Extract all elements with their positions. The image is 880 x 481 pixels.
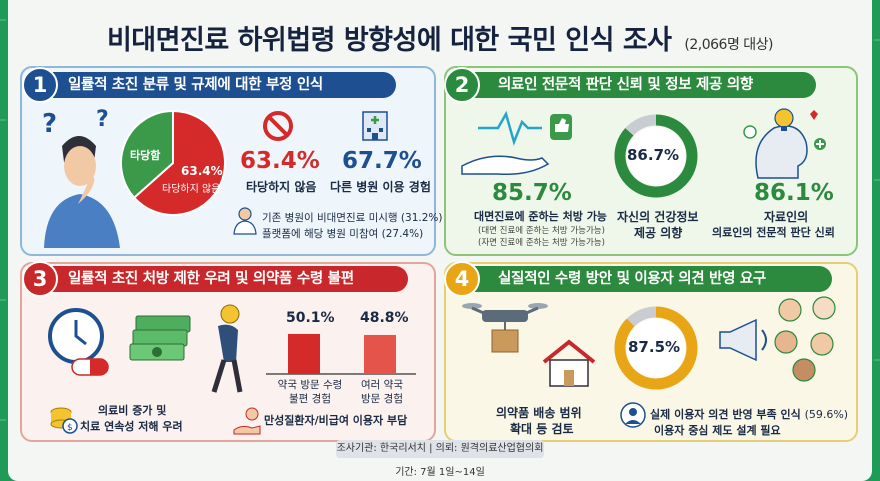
section-3-bar-b-label-2: 방문 경험: [361, 393, 403, 405]
section-2-donut-hole: [626, 126, 686, 186]
users-group-icon: [774, 296, 836, 382]
megaphone-icon: [719, 318, 767, 362]
section-1-stat-b-value: 67.7%: [342, 148, 422, 174]
section-1-number: 1: [22, 67, 58, 103]
section-2-stat-c-value: 86.1%: [754, 180, 834, 206]
section-1-stat-a-value: 63.4%: [240, 148, 320, 174]
section-3-bar-b-label-1: 여러 약국: [361, 379, 403, 391]
section-2-number: 2: [444, 67, 480, 103]
section-4-donut-hole: [626, 318, 686, 378]
coins-icon: $: [50, 407, 78, 434]
section-3-number: 3: [22, 261, 58, 297]
section-2-stat-c-label-2: 의료인의 전문적 판단 신뢰: [712, 226, 835, 239]
section-4-label-1: 의약품 배송 범위: [496, 406, 582, 420]
section-1-heading: 일률적 초진 분류 및 규제에 대한 부정 인식: [26, 72, 396, 98]
section-4-note-1-text: 실제 이용자 의견 반영 부족 인식: [650, 408, 801, 421]
section-1-note-1: 기존 병원이 비대면진료 미시행 (31.2%): [262, 212, 443, 224]
section-3-bar-a-label-1: 약국 방문 수령: [277, 379, 343, 391]
hand-heartbeat-icon: [461, 110, 572, 176]
section-2-stat-a-note-1: (대면 진료에 준하는 처방 가능가능): [478, 226, 605, 236]
svg-text:?: ?: [96, 107, 109, 132]
section-2-stat-c-label-1: 자료인의: [764, 210, 809, 224]
section-2-donut-label-1: 자신의 건강정보: [617, 210, 699, 224]
pie-label-invalid-pct: 63.4%: [181, 164, 223, 178]
section-3-note-3: 만성질환자/비급여 이용자 부담: [264, 414, 408, 427]
svg-text:$: $: [67, 423, 73, 433]
title-subtitle: (2,066명 대상): [684, 37, 774, 53]
section-3-heading: 일률적 초진 처방 제한 우려 및 의약품 수령 불편: [26, 266, 408, 292]
section-4-donut-value: 87.5%: [628, 338, 681, 356]
section-3-bar-a-value: 50.1%: [286, 310, 335, 326]
section-2-donut-value: 86.7%: [627, 146, 680, 164]
footer-period: 기간: 7월 1일~14일: [395, 467, 485, 478]
section-3-note-2: 치료 연속성 저해 우려: [80, 420, 183, 433]
section-1-note-2: 플랫폼에 해당 병원 미참여 (27.4%): [262, 228, 424, 240]
pill-icon: [71, 358, 109, 376]
section-1-pie-chart: [120, 109, 226, 216]
section-4-heading: 실질적인 수령 방안 및 이용자 의견 반영 요구: [456, 266, 832, 292]
sad-walking-person-icon: [211, 304, 243, 393]
section-2-donut-chart: [614, 114, 698, 198]
pie-slice-1: [120, 109, 174, 200]
drone-delivery-icon: [462, 303, 548, 353]
section-4-number: 4: [444, 261, 480, 297]
section-4-note-1: 실제 이용자 의견 반영 부족 인식 (59.6%): [650, 406, 848, 422]
section-4-donut-arc: [614, 306, 698, 390]
section-3-bar-a-label-2: 불편 경험: [289, 393, 331, 405]
section-3-bar-chart: [266, 333, 416, 375]
section-2-stat-a-label: 대면진료에 준하는 처방 가능: [474, 210, 607, 223]
svg-text:?: ?: [42, 109, 57, 139]
user-feedback-icon: [620, 402, 646, 428]
house-icon: [542, 339, 596, 387]
person-pill-hand-icon: [233, 407, 261, 435]
bar-1: [364, 334, 396, 374]
pie-label-invalid: 타당하지 않음: [162, 184, 221, 195]
pie-label-valid: 타당함: [130, 149, 161, 162]
section-4-note-1-pct: (59.6%): [804, 408, 849, 421]
section-4-note-2: 이용자 중심 제도 설계 필요: [654, 424, 781, 437]
page-title: 비대면진료 하위법령 방향성에 대한 국민 인식 조사 (2,066명 대상): [60, 18, 820, 57]
title-text: 비대면진료 하위법령 방향성에 대한 국민 인식 조사: [106, 25, 672, 56]
brain-lightbulb-icon: [743, 108, 826, 179]
section-1-stat-a-label: 타당하지 않음: [246, 180, 317, 194]
section-1-stat-b-label: 다른 병원 이용 경험: [330, 180, 431, 194]
money-stack-icon: [129, 315, 191, 361]
footer-org: 조사기관: 한국리서치 | 의뢰: 원격의료산업협의회: [336, 440, 544, 458]
prohibited-icon: [263, 111, 293, 141]
hospital-icon: [362, 111, 388, 141]
doctor-icon: [233, 207, 257, 235]
bar-0: [288, 333, 320, 374]
section-3-note-1: 의료비 증가 및: [98, 404, 167, 417]
section-4-label-2: 확대 등 검토: [510, 422, 574, 436]
pie-slice-0: [132, 109, 226, 216]
section-2-donut-label-2: 제공 의향: [634, 226, 683, 240]
section-2-heading: 의료인 전문적 판단 신뢰 및 정보 제공 의향: [456, 72, 816, 98]
section-3-bar-b-value: 48.8%: [360, 310, 409, 326]
section-2-stat-a-note-2: (자면 진료에 준하는 처방 가능가능): [478, 238, 605, 248]
section-2-donut-arc: [614, 114, 698, 198]
section-2-stat-a-value: 85.7%: [492, 180, 572, 206]
confused-person-icon: ? ?: [42, 107, 120, 248]
section-4-donut-chart: [614, 306, 698, 390]
